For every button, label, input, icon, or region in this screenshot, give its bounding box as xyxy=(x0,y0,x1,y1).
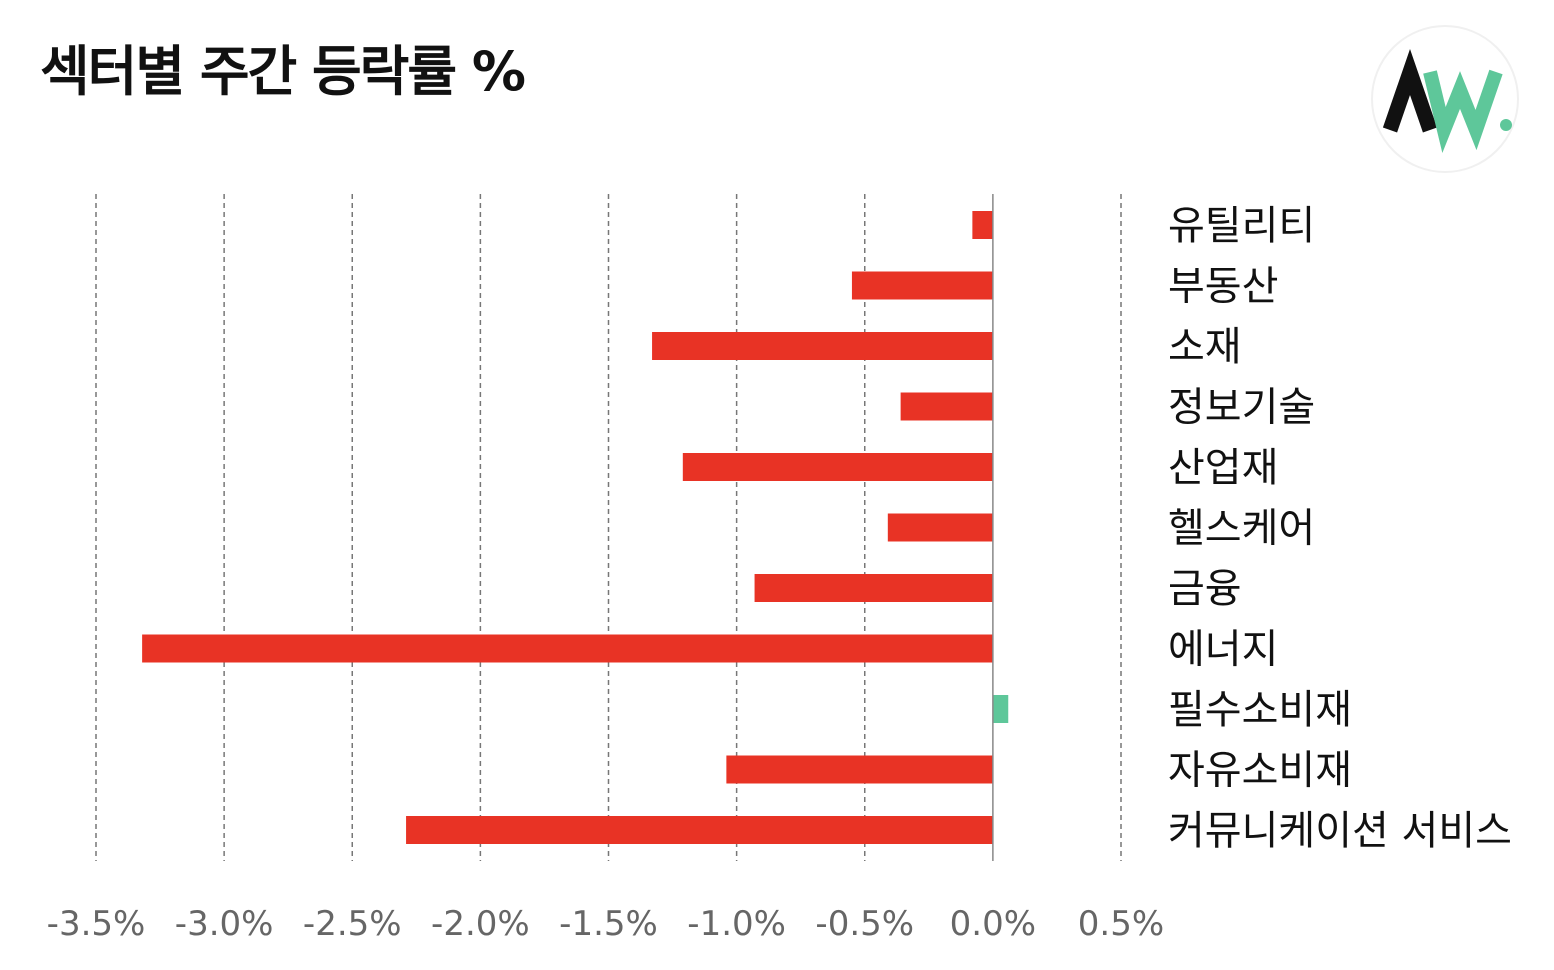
category-label: 자유소비재 xyxy=(1168,748,1352,794)
category-label: 에너지 xyxy=(1168,627,1278,673)
category-labels: 유틸리티부동산소재정보기술산업재헬스케어금융에너지필수소비재자유소비재커뮤니케이… xyxy=(1168,203,1512,854)
category-label: 부동산 xyxy=(1168,264,1278,310)
bar xyxy=(406,816,993,844)
logo-dot xyxy=(1500,119,1512,131)
category-label: 금융 xyxy=(1168,566,1242,612)
x-tick-label: -1.5% xyxy=(559,904,658,944)
bar xyxy=(726,755,993,784)
gridlines xyxy=(95,194,1122,861)
category-label: 헬스케어 xyxy=(1168,506,1315,552)
bar xyxy=(992,695,1009,723)
bar xyxy=(754,574,993,602)
logo-w-stroke xyxy=(1423,69,1503,153)
x-tick-label: -0.5% xyxy=(815,904,914,944)
x-axis-tick-labels: -3.5% -3.0% -2.5% -2.0% -1.5% -1.0% -0.5% 0.0% 0… xyxy=(47,904,1165,944)
bar xyxy=(142,634,993,663)
bar xyxy=(900,392,993,421)
category-label: 커뮤니케이션 서비스 xyxy=(1168,808,1512,854)
x-tick-label: -3.0% xyxy=(175,904,274,944)
bars xyxy=(142,211,1009,844)
category-label: 소재 xyxy=(1168,324,1242,370)
chart-title: 섹터별 주간 등락률 % xyxy=(40,40,526,103)
x-tick-label: -3.5% xyxy=(47,904,146,944)
bar xyxy=(972,211,993,239)
bar xyxy=(851,271,993,300)
x-tick-label: 0.5% xyxy=(1078,904,1164,944)
category-label: 유틸리티 xyxy=(1168,203,1315,249)
logo-a-stroke xyxy=(1382,48,1438,133)
x-tick-label: 0.0% xyxy=(950,904,1036,944)
aw-logo-icon xyxy=(1371,25,1519,173)
category-label: 산업재 xyxy=(1168,445,1278,491)
x-tick-label: -1.0% xyxy=(687,904,786,944)
bar xyxy=(887,513,993,542)
bar xyxy=(652,332,993,360)
category-label: 필수소비재 xyxy=(1168,687,1352,733)
bar xyxy=(682,453,993,481)
category-label: 정보기술 xyxy=(1168,385,1315,431)
x-tick-label: -2.5% xyxy=(303,904,402,944)
x-tick-label: -2.0% xyxy=(431,904,530,944)
